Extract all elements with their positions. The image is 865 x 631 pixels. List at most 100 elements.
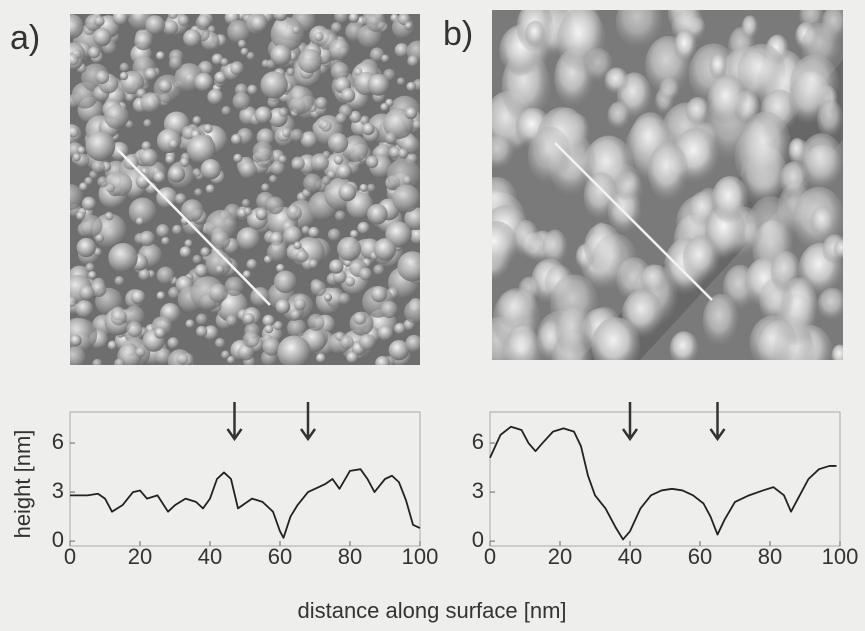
grain — [283, 225, 302, 245]
grain — [156, 291, 166, 300]
grain — [557, 10, 606, 73]
grain — [250, 287, 270, 307]
grain — [295, 249, 309, 263]
grain — [276, 263, 285, 273]
grain — [281, 128, 291, 138]
grain — [402, 175, 412, 185]
grain — [404, 207, 420, 231]
y-tick-label: 3 — [52, 478, 64, 503]
grain — [303, 173, 323, 193]
grain — [346, 351, 359, 364]
grain — [357, 221, 370, 235]
y-axis-label: height [nm] — [10, 430, 35, 539]
profile-line — [554, 142, 713, 301]
grain — [105, 183, 116, 193]
grain — [130, 289, 146, 305]
grain — [168, 165, 186, 183]
grain — [156, 224, 170, 238]
grain — [168, 138, 179, 150]
grain — [172, 224, 183, 235]
grain — [674, 29, 697, 63]
grain — [208, 283, 228, 303]
grain — [266, 196, 284, 215]
grain — [119, 62, 130, 73]
grain — [192, 168, 202, 177]
grain — [70, 14, 84, 39]
grain — [385, 132, 397, 144]
grain — [397, 148, 409, 159]
grain — [246, 51, 255, 61]
grain — [407, 55, 419, 67]
grain — [112, 14, 129, 26]
y-tick-label: 6 — [472, 429, 484, 454]
y-tick-label: 3 — [472, 478, 484, 503]
grain — [397, 251, 420, 282]
grain — [252, 141, 274, 162]
grain — [273, 14, 288, 22]
grain — [214, 337, 226, 349]
grain — [381, 54, 390, 63]
grain — [412, 120, 420, 130]
arrow — [621, 402, 639, 442]
grain — [409, 227, 420, 245]
grain — [360, 115, 370, 125]
grain — [348, 14, 360, 23]
grain — [117, 344, 142, 365]
grain — [246, 259, 258, 270]
y-tick-label: 0 — [472, 527, 484, 552]
grain — [200, 247, 211, 257]
grain — [555, 305, 593, 357]
grain — [134, 32, 153, 51]
grain — [153, 171, 166, 184]
grain — [270, 44, 292, 66]
grain — [334, 14, 349, 24]
grain — [255, 208, 268, 221]
grain — [741, 15, 759, 40]
x-tick-label: 20 — [128, 544, 152, 569]
grain — [70, 53, 79, 66]
grain — [501, 329, 545, 360]
grain — [702, 293, 739, 347]
grain — [366, 14, 386, 32]
panel-label: a) — [10, 19, 40, 57]
grain — [247, 84, 258, 95]
grain — [335, 113, 347, 125]
grain — [232, 92, 251, 111]
grain — [308, 259, 318, 269]
grain — [225, 314, 238, 327]
grain — [338, 292, 351, 305]
grain — [220, 58, 229, 67]
grain — [261, 183, 270, 192]
grain — [81, 196, 96, 211]
grain — [179, 246, 192, 258]
grain — [185, 319, 195, 329]
grain — [126, 321, 143, 338]
x-tick-label: 80 — [338, 544, 362, 569]
grain — [512, 219, 540, 258]
grain — [339, 335, 354, 350]
grain — [167, 337, 179, 349]
x-axis-label: distance along surface [nm] — [297, 598, 566, 623]
grain — [367, 73, 390, 96]
grain — [388, 339, 410, 361]
grain — [161, 236, 170, 246]
grain — [315, 96, 328, 110]
grain — [79, 182, 88, 191]
grain — [154, 327, 166, 339]
grain — [290, 309, 301, 321]
grain — [709, 53, 728, 80]
grain — [143, 119, 152, 128]
grain — [392, 184, 420, 213]
grain — [195, 313, 208, 326]
grain — [80, 214, 103, 237]
grain — [366, 183, 376, 193]
grain — [270, 160, 285, 176]
grain — [91, 160, 105, 174]
grain — [788, 137, 806, 164]
plot-frame — [489, 411, 841, 547]
grain — [168, 286, 181, 299]
grain — [211, 230, 231, 250]
grain — [831, 344, 843, 360]
grain — [373, 264, 385, 276]
grain — [301, 225, 311, 235]
